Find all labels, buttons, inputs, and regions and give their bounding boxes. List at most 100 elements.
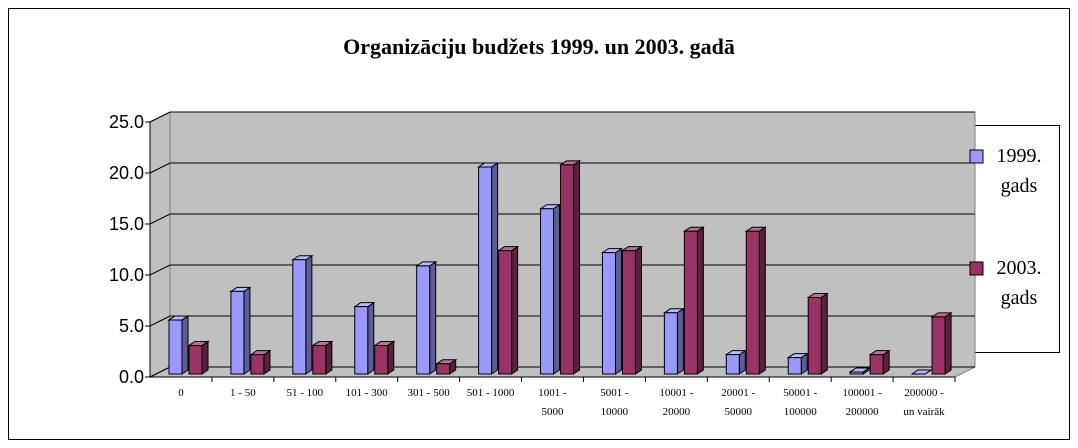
bar-side [429,260,437,375]
x-tick-label: 1001 - 5000 [538,387,567,418]
y-tick-label: 25.0 [109,112,144,132]
bar [848,367,871,375]
bar-front [436,363,451,375]
bar-front [745,230,760,375]
bar [229,286,252,375]
x-tick-label: 50001 - 100000 [783,387,818,418]
bar-front [807,297,822,375]
bar [249,349,272,375]
chart-title: Organizāciju budžets 1999. un 2003. gadā [343,34,735,59]
bar-front [498,250,513,375]
bar-front [230,290,245,375]
x-tick-label: 501 - 1000 [466,387,515,399]
bar-front [725,354,740,375]
bar [724,349,747,375]
bar-front [663,312,678,375]
bar-front [250,354,265,375]
bar-front [560,164,575,375]
grid-line [149,315,975,327]
bar-front [416,265,431,375]
side-wall [149,111,171,378]
bar [167,315,190,375]
bar-front [374,344,389,375]
x-tick-label: 100001 - 200000 [842,387,882,418]
bar-side [634,245,642,375]
bar-front [601,252,616,375]
bar [806,292,829,375]
legend-label: 2003. gads [996,257,1042,309]
bar-side [614,247,622,375]
y-tick-label: 15.0 [109,214,144,234]
bar-front [540,208,555,375]
bar [435,358,458,375]
bar [620,245,644,375]
bar [868,349,891,375]
bar-front [312,344,327,375]
bar-side [491,162,499,375]
x-tick-label: 200000 - un vairāk [903,387,945,418]
x-tick-label: 101 - 300 [345,387,388,399]
bar-front [931,316,946,375]
bar [187,340,210,375]
bar [373,340,396,375]
bar-front [292,259,307,375]
bar-front [621,250,636,375]
grid-line [149,111,975,123]
x-tick-label: 51 - 100 [286,387,324,399]
x-tick-label: 5001 - 10000 [600,387,629,418]
bar-side [305,254,313,375]
bar-side [573,159,581,375]
bar-side [676,307,684,375]
bar-side [553,203,561,375]
x-tick-label: 301 - 500 [407,387,450,399]
bar-front [168,319,183,375]
bar-front [188,344,203,375]
y-tick-label: 5.0 [119,316,144,336]
bar [662,307,686,375]
bar [353,301,376,375]
bar [311,340,334,375]
bar-front [478,166,493,375]
legend-swatch [969,261,984,276]
bar-side [696,226,704,375]
bar [600,247,624,375]
grid-line [149,213,975,225]
bar [538,203,562,375]
y-tick-label: 10.0 [109,265,144,285]
x-tick-label: 10001 - 20000 [659,387,694,418]
bar [496,245,520,375]
grid-line [149,264,975,276]
bar-side [511,245,519,375]
x-tick-label: 0 [178,387,184,399]
grid-line [149,162,975,174]
bar-side [367,301,375,375]
bar [682,226,706,375]
bar-front [683,230,698,375]
bar [930,311,953,375]
bar-side [243,286,251,375]
bar [415,260,438,375]
y-tick-label: 20.0 [109,163,144,183]
bar-side [944,311,952,375]
bar-side [387,340,395,375]
bar [476,162,500,375]
bar [744,226,767,375]
x-tick-label: 20001 - 50000 [721,387,756,418]
x-tick-label: 1 - 50 [230,387,256,399]
bar [558,159,582,375]
bar [291,254,314,375]
bar-side [181,315,189,375]
bar-front [787,357,802,375]
bar-side [325,340,333,375]
bar-front [869,354,884,375]
y-tick-label: 0.0 [119,367,144,387]
bar [786,352,809,375]
bar-side [758,226,766,375]
legend-label: 1999. gads [996,145,1042,197]
bar [910,369,933,375]
bar-side [201,340,209,375]
bar-front [849,371,864,375]
legend-swatch [969,149,984,164]
